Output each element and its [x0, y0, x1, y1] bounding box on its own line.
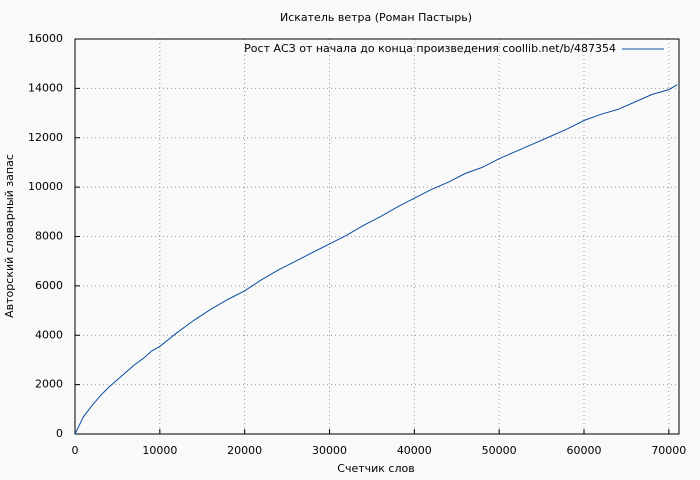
y-tick-label: 10000 — [28, 180, 63, 193]
y-tick-label: 0 — [56, 427, 63, 440]
data-line — [74, 84, 678, 435]
x-tick-label: 10000 — [142, 444, 177, 457]
plot-area — [75, 39, 679, 434]
y-tick-label: 14000 — [28, 81, 63, 94]
x-tick-label: 60000 — [566, 444, 601, 457]
y-tick-label: 16000 — [28, 32, 63, 45]
x-tick-label: 0 — [72, 444, 79, 457]
x-tick-label: 20000 — [227, 444, 262, 457]
legend-label: Рост АСЗ от начала до конца произведения… — [244, 42, 616, 55]
y-tick-label: 6000 — [35, 279, 63, 292]
x-axis-label: Счетчик слов — [337, 462, 414, 475]
y-tick-label: 2000 — [35, 378, 63, 391]
y-tick-label: 8000 — [35, 230, 63, 243]
chart-title: Искатель ветра (Роман Пастырь) — [280, 11, 472, 24]
y-tick-label: 12000 — [28, 131, 63, 144]
y-axis-label: Авторский словарный запас — [3, 154, 16, 318]
x-tick-label: 70000 — [651, 444, 686, 457]
x-tick-label: 50000 — [482, 444, 517, 457]
plot-frame — [74, 38, 680, 435]
x-tick-label: 30000 — [312, 444, 347, 457]
y-tick-label: 4000 — [35, 328, 63, 341]
x-tick-label: 40000 — [397, 444, 432, 457]
